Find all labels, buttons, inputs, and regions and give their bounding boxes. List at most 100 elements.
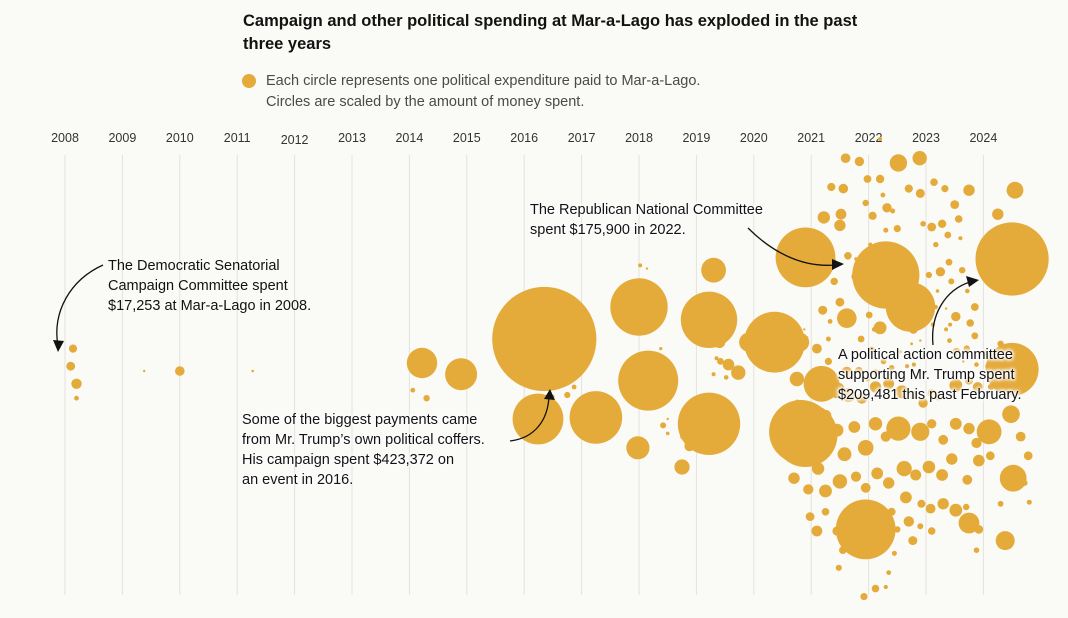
- expenditure-circle: [886, 570, 892, 575]
- expenditure-circle: [944, 231, 952, 239]
- expenditure-circle: [875, 174, 885, 184]
- annotation-line: spent $175,900 in 2022.: [530, 222, 686, 238]
- expenditure-circle: [564, 391, 571, 399]
- expenditure-circle: [927, 389, 936, 398]
- expenditure-circle: [66, 361, 76, 371]
- expenditure-circle: [883, 378, 895, 390]
- year-tick-label: 2014: [395, 131, 423, 145]
- expenditure-circle: [951, 311, 961, 322]
- expenditure-circle: [837, 447, 852, 462]
- annotation-arrows: [53, 227, 979, 442]
- expenditure-circle: [68, 344, 78, 353]
- expenditure-circle: [962, 360, 965, 363]
- expenditure-circle: [962, 474, 973, 485]
- expenditure-circle: [905, 364, 910, 369]
- expenditure-circle: [889, 154, 908, 172]
- expenditure-circle: [850, 471, 862, 482]
- expenditure-circle: [610, 278, 668, 336]
- arrow-head-pac: [966, 276, 979, 287]
- expenditure-circle: [963, 345, 970, 352]
- expenditure-circle: [975, 222, 1049, 296]
- expenditure-circle: [626, 436, 650, 460]
- expenditure-circle: [898, 350, 902, 354]
- expenditure-circle: [512, 393, 564, 445]
- expenditure-circle: [944, 307, 948, 310]
- expenditure-circle: [701, 257, 726, 283]
- expenditure-circle: [966, 319, 974, 327]
- expenditure-circle: [952, 347, 961, 356]
- expenditure-circle: [909, 391, 918, 399]
- expenditure-circle: [911, 422, 930, 441]
- annotation-dscc: The Democratic Senatorial Campaign Commi…: [108, 256, 311, 316]
- annotation-line: supporting Mr. Trump spent: [838, 367, 1015, 383]
- expenditure-circle: [868, 417, 883, 431]
- year-tick-label: 2016: [510, 131, 538, 145]
- expenditure-circle: [860, 482, 871, 493]
- expenditure-circle: [878, 136, 883, 142]
- expenditure-circle: [869, 381, 882, 393]
- expenditure-circle: [948, 322, 953, 327]
- expenditure-circle: [903, 516, 914, 527]
- arrow-trump-campaign: [509, 395, 550, 442]
- expenditure-circle: [829, 382, 845, 399]
- expenditure-circle: [824, 357, 833, 365]
- expenditure-circle: [985, 342, 1039, 396]
- expenditure-circle: [711, 372, 716, 377]
- expenditure-circle: [803, 328, 806, 331]
- expenditure-circle: [897, 371, 903, 377]
- expenditure-circle: [837, 308, 857, 329]
- expenditure-circle: [714, 356, 719, 361]
- expenditure-circle: [251, 369, 254, 373]
- expenditure-circle: [1020, 347, 1027, 354]
- year-tick-label: 2022: [855, 131, 883, 145]
- legend-line-2: Circles are scaled by the amount of mone…: [266, 94, 585, 110]
- expenditure-circle: [915, 188, 925, 198]
- expenditure-circle: [922, 460, 936, 474]
- expenditure-circle: [991, 229, 997, 235]
- expenditure-circle: [812, 264, 822, 273]
- expenditure-circle: [963, 184, 975, 196]
- expenditure-circle: [854, 156, 865, 167]
- expenditure-circle: [835, 208, 847, 220]
- expenditure-circle: [995, 531, 1015, 551]
- expenditure-circle: [817, 211, 830, 224]
- expenditure-circle: [677, 392, 741, 455]
- expenditure-circle: [938, 434, 949, 445]
- expenditure-circle: [819, 484, 832, 498]
- expenditure-circle: [865, 311, 873, 319]
- expenditure-circle: [445, 358, 478, 391]
- arrow-head-rnc: [832, 259, 844, 270]
- expenditure-circle: [927, 222, 937, 232]
- expenditure-circle: [666, 417, 669, 421]
- expenditure-circle: [1021, 480, 1028, 486]
- expenditure-circle: [930, 178, 938, 186]
- expenditure-circle: [674, 459, 690, 475]
- expenditure-circle: [925, 271, 933, 279]
- legend-circle-icon: [242, 74, 256, 88]
- year-tick-label: 2008: [51, 131, 79, 145]
- expenditure-circle: [825, 336, 831, 342]
- expenditure-circle: [571, 384, 577, 390]
- arrow-head-trump-campaign: [544, 389, 555, 400]
- expenditure-circle: [803, 484, 814, 495]
- expenditure-circle: [1023, 373, 1033, 382]
- expenditure-circle: [790, 332, 810, 352]
- expenditure-circle: [71, 378, 82, 389]
- annotation-line: an event in 2016.: [242, 472, 354, 488]
- expenditure-circle: [844, 252, 852, 260]
- year-tick-label: 2019: [682, 131, 710, 145]
- expenditure-circle: [805, 512, 815, 521]
- expenditure-circle: [945, 258, 953, 266]
- expenditure-circle: [717, 358, 724, 365]
- expenditure-circle: [854, 367, 863, 375]
- expenditure-circle: [992, 208, 1004, 220]
- expenditure-circle: [817, 433, 830, 446]
- legend: Each circle represents one political exp…: [242, 71, 786, 113]
- expenditure-circle: [143, 369, 146, 373]
- year-tick-label: 2012: [281, 133, 309, 147]
- expenditure-circle: [840, 153, 851, 163]
- expenditure-circle: [971, 332, 979, 340]
- expenditure-circle: [963, 503, 970, 511]
- expenditure-circle: [985, 451, 995, 461]
- annotation-line: Campaign Committee spent: [108, 278, 288, 294]
